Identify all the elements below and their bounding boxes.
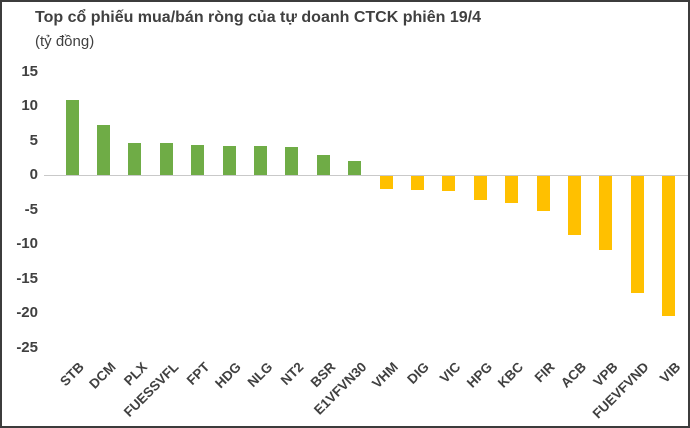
bar-HDG <box>222 146 236 175</box>
x-category-label-VIB: VIB <box>656 359 684 386</box>
chart-title: Top cổ phiếu mua/bán ròng của tự doanh C… <box>35 9 481 26</box>
bar-FIR <box>536 176 550 212</box>
x-category-label-HPG: HPG <box>463 359 496 391</box>
bar-VIB <box>662 176 676 317</box>
bar-DCM <box>96 125 110 175</box>
y-tick-label: 0 <box>29 166 38 183</box>
bar-STB <box>65 99 79 175</box>
x-category-label-NT2: NT2 <box>278 359 307 388</box>
y-tick-label: 10 <box>21 97 38 114</box>
bar-FPT <box>191 144 205 175</box>
x-category-label-FIR: FIR <box>531 359 558 386</box>
bar-DIG <box>410 176 424 190</box>
bar-KBC <box>505 176 519 203</box>
bar-VIC <box>442 176 456 192</box>
y-tick-label: -20 <box>16 304 38 321</box>
bar-ACB <box>567 176 581 236</box>
x-category-label-NLG: NLG <box>244 359 276 391</box>
bar-VHM <box>379 176 393 190</box>
x-category-label-HDG: HDG <box>212 359 244 392</box>
y-tick-label: 5 <box>29 131 38 149</box>
bar-FUESSVFL <box>159 143 173 175</box>
bar-NT2 <box>285 147 299 175</box>
x-category-label-ACB: ACB <box>558 359 590 391</box>
chart-unit-label: (tỷ đồng) <box>35 33 95 50</box>
x-category-label-FPT: FPT <box>183 359 213 388</box>
bar-HPG <box>473 176 487 201</box>
bar-FUEVFVND <box>630 176 644 294</box>
bar-BSR <box>316 154 330 175</box>
x-category-label-VIC: VIC <box>437 359 464 386</box>
bar-VPB <box>599 176 613 250</box>
y-tick-label: -5 <box>24 200 38 218</box>
bar-E1VFVN30 <box>348 160 362 175</box>
x-category-label-DIG: DIG <box>404 359 433 387</box>
bar-NLG <box>253 146 267 175</box>
y-tick-label: -10 <box>16 235 38 252</box>
y-tick-label: -15 <box>16 269 38 287</box>
zero-axis-line <box>44 175 688 176</box>
x-category-label-VHM: VHM <box>369 359 401 392</box>
x-category-label-DCM: DCM <box>85 359 119 392</box>
x-category-label-KBC: KBC <box>495 359 527 391</box>
bar-PLX <box>128 142 142 175</box>
y-tick-label: -25 <box>16 338 38 356</box>
x-category-label-STB: STB <box>57 359 87 389</box>
y-tick-label: 15 <box>21 62 38 80</box>
